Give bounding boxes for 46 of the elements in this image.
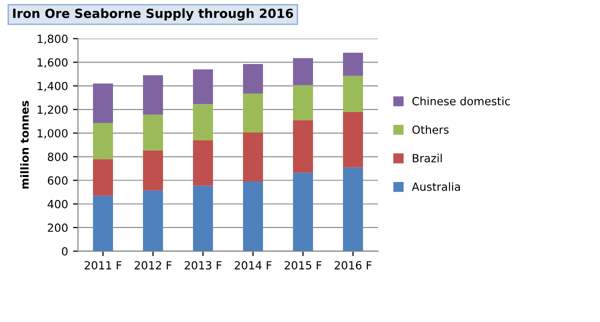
bar <box>293 172 313 252</box>
bar <box>293 85 313 120</box>
x-tick-label: 2014 F <box>234 261 272 270</box>
y-tick-label: 1,800 <box>38 34 68 44</box>
bar <box>143 114 163 150</box>
bar <box>93 159 113 196</box>
y-tick-label: 400 <box>48 200 68 208</box>
bar <box>293 120 313 173</box>
y-tick-label: 1,600 <box>38 58 68 68</box>
bar <box>193 104 213 140</box>
bar <box>93 84 113 124</box>
bar <box>193 186 213 252</box>
y-tick-label: 1,200 <box>38 105 68 115</box>
y-tick-label: 600 <box>48 176 68 185</box>
bar <box>343 112 363 168</box>
bar <box>143 150 163 190</box>
x-tick-label: 2011 F <box>84 261 122 270</box>
legend-label: Brazil <box>412 154 442 162</box>
y-tick-label: 200 <box>48 224 68 232</box>
legend-label: Others <box>412 125 449 134</box>
bar <box>193 140 213 186</box>
bar <box>243 64 263 94</box>
bar <box>343 76 363 112</box>
x-tick-label: 2013 F <box>184 261 222 270</box>
y-axis-title: million tonnes <box>20 100 29 189</box>
bar <box>143 75 163 115</box>
bar <box>343 167 363 252</box>
chart-title: Iron Ore Seaborne Supply through 2016 <box>13 8 294 21</box>
x-tick-label: 2016 F <box>334 261 372 270</box>
y-tick-label: 0 <box>62 247 68 256</box>
legend-label: Chinese domestic <box>412 96 510 106</box>
bar <box>243 182 263 252</box>
bar <box>293 58 313 86</box>
bar <box>93 196 113 252</box>
bar <box>193 69 213 104</box>
y-tick-label: 1,000 <box>38 129 68 139</box>
legend-label: Australia <box>412 182 460 191</box>
x-tick-label: 2012 F <box>134 261 172 270</box>
bar <box>93 123 113 160</box>
x-tick-label: 2015 F <box>284 261 322 270</box>
bar <box>343 52 363 76</box>
y-tick-label: 1,400 <box>38 82 68 92</box>
bar <box>143 190 163 252</box>
y-tick-label: 800 <box>48 152 68 162</box>
bar <box>243 94 263 133</box>
bar <box>243 132 263 182</box>
